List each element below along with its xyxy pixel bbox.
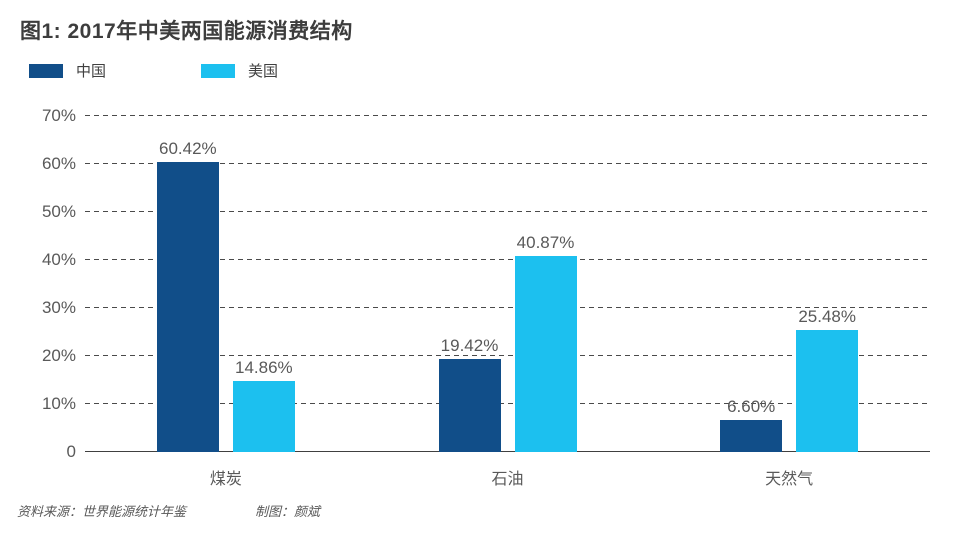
gridline (85, 307, 930, 308)
bar-value-label: 6.60% (727, 397, 776, 417)
y-tick-label: 60% (41, 154, 76, 173)
y-tick-label: 0 (66, 442, 76, 461)
gridline (85, 163, 930, 164)
bar-group-natural-gas: 6.60% 25.48% 天然气 (648, 116, 930, 488)
y-tick-label: 20% (41, 346, 76, 365)
y-tick-label: 30% (41, 298, 76, 317)
plot-area: 60.42% 14.86% 煤炭 19.42% 40.87% 石油 6.60% 25.48% 天… (85, 115, 930, 488)
bar-value-label: 40.87% (516, 232, 575, 252)
bar-china-oil: 19.42% (438, 336, 501, 452)
x-axis-baseline (85, 451, 930, 452)
bar-usa-natural-gas: 25.48% (796, 307, 859, 452)
bars-row: 19.42% 40.87% (367, 233, 649, 452)
legend-swatch-usa (201, 63, 235, 78)
bar-usa-oil: 40.87% (514, 233, 577, 452)
bar-china-natural-gas: 6.60% (720, 397, 783, 452)
footer: 资料来源：世界能源统计年鉴 制图：颜斌 (0, 501, 967, 521)
bar-usa-coal: 14.86% (232, 358, 295, 452)
bars-row: 6.60% 25.48% (648, 307, 930, 452)
gridline (85, 259, 930, 260)
legend-item-usa: 美国 (201, 60, 278, 81)
category-label-natural-gas: 天然气 (765, 471, 814, 488)
gridline (85, 115, 930, 116)
legend-label-china: 中国 (76, 63, 107, 80)
y-tick-label: 40% (41, 250, 76, 269)
bar-group-coal: 60.42% 14.86% 煤炭 (85, 116, 367, 488)
bar-value-label: 19.42% (440, 335, 499, 355)
bar-value-label: 25.48% (798, 306, 857, 326)
gridline (85, 403, 930, 404)
y-tick-label: 50% (41, 202, 76, 221)
y-tick-label: 70% (41, 106, 76, 125)
footer-source: 资料来源：世界能源统计年鉴 (17, 504, 187, 519)
bar-value-label: 14.86% (234, 357, 293, 377)
gridline (85, 211, 930, 212)
gridline (85, 355, 930, 356)
legend-item-china: 中国 (29, 60, 106, 81)
legend: 中国 美国 (0, 60, 967, 80)
bar-group-oil: 19.42% 40.87% 石油 (367, 116, 649, 488)
chart-title: 图1: 2017年中美两国能源消费结构 (20, 20, 353, 43)
bar-value-label: 60.42% (158, 138, 217, 158)
legend-swatch-china (29, 63, 63, 78)
y-tick-label: 10% (41, 394, 76, 413)
bars-row: 60.42% 14.86% (85, 139, 367, 452)
bar-china-coal: 60.42% (156, 139, 219, 452)
category-label-coal: 煤炭 (209, 471, 242, 488)
category-label-oil: 石油 (491, 471, 524, 488)
footer-credit: 制图：颜斌 (255, 504, 321, 519)
bar-groups: 60.42% 14.86% 煤炭 19.42% 40.87% 石油 6.60% 25.48% 天… (85, 116, 930, 488)
y-axis: 0 10% 20% 30% 40% 50% 60% 70% (0, 106, 76, 461)
legend-label-usa: 美国 (248, 63, 279, 80)
